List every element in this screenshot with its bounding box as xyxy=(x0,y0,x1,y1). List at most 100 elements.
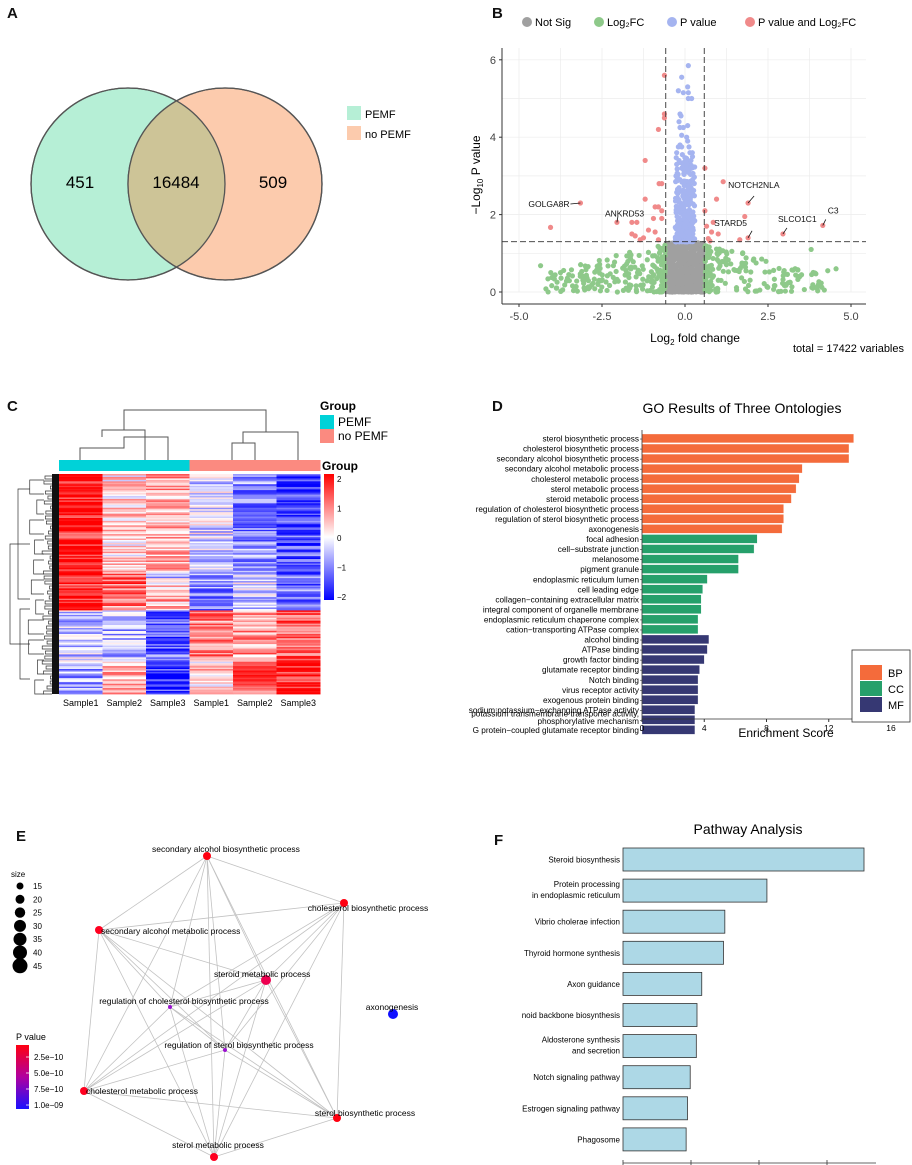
heatmap-cell xyxy=(59,669,103,671)
node-secondary-alcohol-metabolic-process xyxy=(95,926,103,934)
point-log2fc xyxy=(815,281,822,287)
heatmap-cell xyxy=(276,519,321,522)
dendrogram-branch xyxy=(47,495,52,500)
heatmap-cell xyxy=(59,679,103,682)
heatmap-cell xyxy=(146,481,190,484)
heatmap-cell xyxy=(233,679,277,682)
heatmap-cell xyxy=(59,482,103,485)
heatmap-cell xyxy=(189,520,234,523)
heatmap-cell xyxy=(59,476,103,479)
heatmap-cell xyxy=(276,504,321,507)
point-log2fc xyxy=(626,282,633,288)
heatmap-cell xyxy=(233,652,277,655)
heatmap-cell xyxy=(276,629,321,632)
point-pvalue xyxy=(680,205,686,211)
heatmap-cell xyxy=(233,597,277,600)
point-log2fc xyxy=(586,285,593,291)
heatmap-cell xyxy=(102,661,147,664)
point-log2fc xyxy=(788,288,795,294)
heatmap-cell xyxy=(102,484,147,487)
heatmap-cell xyxy=(276,685,321,688)
heatmap-cell xyxy=(189,518,234,520)
point-log2fc xyxy=(651,253,658,259)
point-pvalue xyxy=(679,152,685,158)
heatmap-cell xyxy=(146,578,190,580)
heatmap-cell xyxy=(276,630,321,633)
heatmap-cell xyxy=(233,562,277,564)
point-log2fc xyxy=(620,265,626,271)
venn-intersection xyxy=(128,88,225,280)
heatmap-cell xyxy=(189,679,234,682)
pathway-label-protein-processing-in-endoplasmic-reticulum-line1: Protein processing xyxy=(554,880,620,889)
heatmap-cell xyxy=(189,603,234,605)
heatmap-cell xyxy=(102,523,147,526)
network-nodes: secondary alcohol biosynthetic process ch… xyxy=(80,844,428,1161)
volcano-y-axis-label: −Log10 P value xyxy=(469,135,485,214)
go-legend-swatch-mf xyxy=(860,697,882,712)
heatmap-cell xyxy=(276,581,321,583)
heatmap-cell xyxy=(146,554,190,557)
heatmap-cell xyxy=(276,692,321,695)
heatmap-cell xyxy=(189,630,234,633)
heatmap-cell xyxy=(189,523,234,526)
heatmap-cell xyxy=(233,544,277,547)
go-label-endoplasmic-reticulum-lumen: endoplasmic reticulum lumen xyxy=(533,575,639,584)
network-edge xyxy=(83,855,208,1092)
heatmap-cell xyxy=(102,569,147,572)
label-connector xyxy=(747,195,755,204)
legend-label-pemf: PEMF xyxy=(365,109,396,121)
heatmap-cell xyxy=(189,494,234,497)
point-log2fc xyxy=(775,289,782,295)
heatmap-cell xyxy=(276,651,321,654)
heatmap-cell xyxy=(276,497,321,500)
go-label-cholesterol-biosynthetic-process: cholesterol biosynthetic process xyxy=(523,445,639,454)
node-regulation-of-sterol-biosynthetic-process xyxy=(223,1048,227,1052)
go-label-sterol-metabolic-process: sterol metabolic process xyxy=(551,485,639,494)
heatmap-cell xyxy=(146,645,190,648)
heatmap-cell xyxy=(146,560,190,563)
heatmap-cell xyxy=(146,475,190,478)
heatmap-cell xyxy=(189,601,234,604)
heatmap-cell xyxy=(233,572,277,575)
column-dendrogram xyxy=(79,409,299,460)
point-log2fc xyxy=(612,279,618,285)
point-not-sig xyxy=(682,265,688,271)
heatmap-cell xyxy=(233,614,277,617)
go-bar-virus-receptor-activity xyxy=(641,685,699,695)
group-legend-swatch-no-pemf xyxy=(320,429,334,443)
heatmap-cell xyxy=(146,614,190,617)
heatmap-cell xyxy=(233,586,277,589)
dendrogram-branch xyxy=(44,580,52,585)
heatmap-cell xyxy=(189,493,234,495)
heatmap-cell xyxy=(189,526,234,529)
heatmap-cell xyxy=(102,623,147,626)
y-tick-label: 0 xyxy=(490,287,496,299)
heatmap-cell xyxy=(276,567,321,570)
point-significant xyxy=(661,115,668,121)
node-label-sterol-metabolic-process: sterol metabolic process xyxy=(172,1140,264,1150)
heatmap-cell xyxy=(102,557,147,560)
heatmap-cell xyxy=(233,490,277,492)
pathway-label-steroid-biosynthesis: Steroid biosynthesis xyxy=(548,856,620,865)
pathway-label-phagosome: Phagosome xyxy=(577,1135,620,1144)
heatmap-cell xyxy=(59,682,103,685)
heatmap-cell xyxy=(189,559,234,561)
heatmap-cell xyxy=(189,504,234,507)
node-label-axonogenesis: axonogenesis xyxy=(366,1002,418,1012)
heatmap-cell xyxy=(189,589,234,592)
go-bar-g-protein-coupled-glutamate-receptor-binding xyxy=(641,725,696,735)
point-log2fc xyxy=(790,267,796,273)
heatmap-cell xyxy=(233,661,277,664)
heatmap-cell xyxy=(146,474,190,476)
node-cholesterol-biosynthetic-process xyxy=(340,899,348,907)
heatmap-cell xyxy=(59,481,103,484)
heatmap-cell xyxy=(233,651,277,654)
point-log2fc xyxy=(638,282,644,288)
point-pvalue xyxy=(676,236,682,242)
go-label-secondary-alcohol-metabolic-process: secondary alcohol metabolic process xyxy=(505,465,639,474)
heatmap-cell xyxy=(276,491,321,494)
point-log2fc xyxy=(715,277,721,283)
heatmap-cell xyxy=(276,617,321,620)
heatmap-cell xyxy=(233,628,277,630)
dendrogram-branch xyxy=(49,585,52,590)
